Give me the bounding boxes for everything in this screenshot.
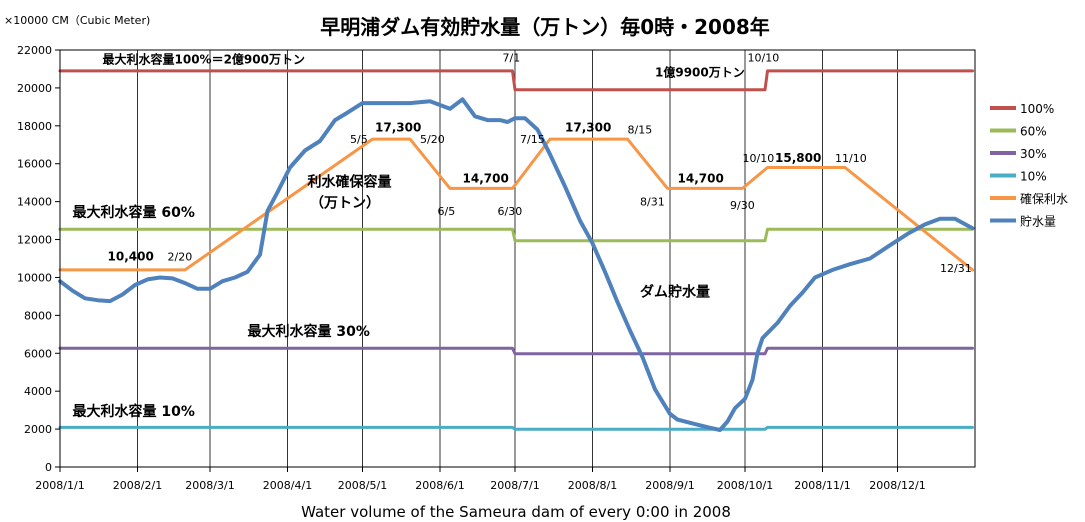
x-tick-label: 2008/4/1	[263, 479, 312, 492]
annotation-label: 12/31	[940, 262, 972, 275]
y-axis-label: ×10000 CM（Cubic Meter)	[4, 14, 150, 27]
y-tick-label: 0	[45, 461, 52, 474]
annotation-label: 10/10	[748, 51, 780, 64]
chart-subtitle: Water volume of the Sameura dam of every…	[301, 503, 731, 521]
legend-label-4: 10%	[1020, 170, 1047, 184]
annotation-label: 10,400	[108, 249, 154, 263]
annotation-label: 2/20	[168, 250, 193, 263]
annotation-label: 9/30	[730, 199, 755, 212]
annotation-label: 14,700	[678, 172, 724, 186]
legend-label-1: 100%	[1020, 102, 1054, 116]
legend-label-2: 60%	[1020, 125, 1047, 139]
series-line-1	[58, 69, 974, 92]
y-tick-label: 16000	[17, 158, 52, 171]
annotation-label: 1億9900万トン	[655, 65, 745, 80]
y-tick-label: 14000	[17, 196, 52, 209]
annotation-label: 10/10	[743, 152, 775, 165]
x-tick-label: 2008/1/1	[35, 479, 84, 492]
series-line-4	[58, 425, 974, 431]
legend-label-3: 30%	[1020, 147, 1047, 161]
y-tick-label: 4000	[24, 385, 52, 398]
y-tick-label: 20000	[17, 82, 52, 95]
x-tick-label: 2008/8/1	[568, 479, 617, 492]
annotation-label: 6/30	[498, 205, 523, 218]
annotation-label: （万トン）	[310, 195, 380, 211]
annotation-label: 最大利水容量 60%	[73, 204, 195, 221]
annotation-label: ダム貯水量	[640, 283, 710, 300]
annotation-label: 5/20	[420, 133, 445, 146]
chart-title: 早明浦ダム有効貯水量（万トン）毎0時・2008年	[320, 15, 770, 39]
annotation-label: 17,300	[565, 121, 611, 135]
y-tick-label: 8000	[24, 309, 52, 322]
x-tick-label: 2008/2/1	[113, 479, 162, 492]
annotation-label: 最大利水容量100%＝2億900万トン	[103, 51, 305, 66]
x-tick-label: 2008/12/1	[869, 479, 925, 492]
x-tick-label: 2008/3/1	[185, 479, 234, 492]
annotation-label: 8/15	[628, 123, 653, 136]
annotation-label: 15,800	[775, 151, 821, 165]
series-line-5	[58, 137, 974, 272]
series-line-6	[58, 97, 975, 432]
y-tick-label: 2000	[24, 423, 52, 436]
annotation-label: 6/5	[438, 205, 456, 218]
annotation-label: 5/5	[350, 133, 368, 146]
annotation-label: 11/10	[835, 152, 867, 165]
y-tick-label: 18000	[17, 120, 52, 133]
annotation-label: 7/15	[520, 133, 545, 146]
annotation-label: 14,700	[463, 172, 509, 186]
x-tick-label: 2008/7/1	[490, 479, 539, 492]
x-tick-label: 2008/9/1	[645, 479, 694, 492]
x-tick-label: 2008/10/1	[717, 479, 773, 492]
y-tick-label: 10000	[17, 271, 52, 284]
y-tick-label: 6000	[24, 347, 52, 360]
series-line-2	[58, 227, 974, 243]
annotation-label: 8/31	[640, 195, 665, 208]
x-tick-label: 2008/6/1	[415, 479, 464, 492]
annotation-label: 最大利水容量 30%	[248, 323, 370, 340]
annotation-label: 17,300	[375, 121, 421, 135]
y-tick-label: 12000	[17, 234, 52, 247]
annotation-label: 利水確保容量	[308, 173, 392, 190]
annotation-label: 最大利水容量 10%	[73, 403, 195, 420]
annotation-label: 7/1	[503, 51, 521, 64]
legend-label-6: 貯水量	[1020, 215, 1056, 229]
x-tick-label: 2008/5/1	[338, 479, 387, 492]
y-tick-label: 22000	[17, 44, 52, 57]
plot-area-frame	[59, 49, 976, 468]
legend-label-5: 確保利水	[1020, 191, 1068, 206]
x-tick-label: 2008/11/1	[794, 479, 850, 492]
